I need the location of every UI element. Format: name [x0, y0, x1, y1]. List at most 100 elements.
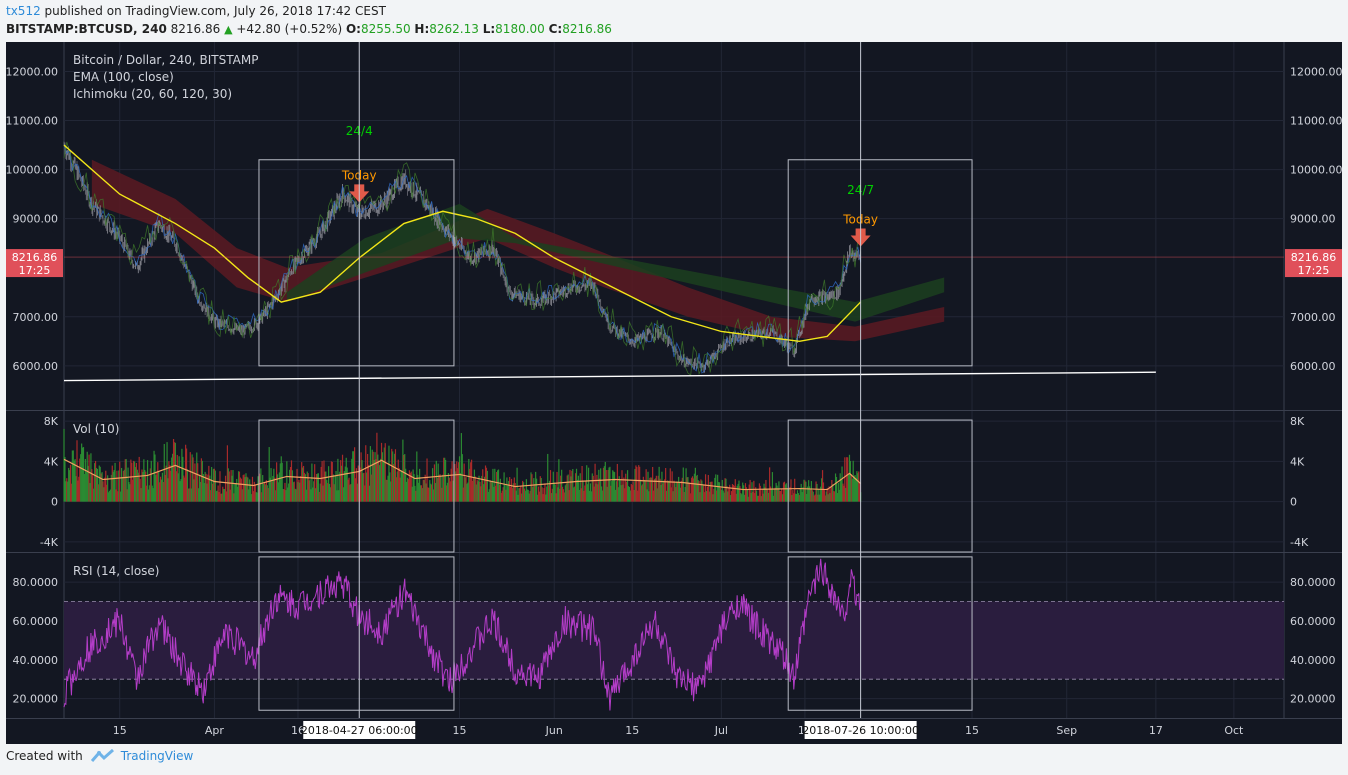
volume-bar: [143, 459, 145, 502]
volume-bar: [80, 454, 82, 502]
volume-bar: [485, 467, 488, 502]
volume-bar: [161, 472, 164, 502]
volume-bar: [447, 473, 449, 502]
volume-bar: [328, 483, 331, 502]
created-with-text: Created with: [6, 749, 83, 763]
volume-bar: [464, 477, 466, 502]
volume-bar: [535, 478, 538, 502]
volume-bar: [262, 475, 264, 502]
volume-bar: [197, 463, 199, 502]
volume-bar: [157, 462, 159, 502]
right-axis-tick-label: 0: [1290, 496, 1297, 509]
highlight-box-volume: [787, 419, 973, 553]
volume-bar: [267, 488, 269, 502]
volume-bar: [492, 468, 494, 502]
volume-bar: [568, 490, 570, 502]
volume-bar: [659, 478, 661, 502]
right-axis-tick-label: 11000.00: [1290, 115, 1342, 128]
volume-bar: [181, 448, 183, 502]
volume-bar: [497, 469, 500, 502]
volume-bar: [510, 478, 513, 502]
volume-bar: [735, 493, 737, 502]
volume-bar: [590, 491, 592, 502]
volume-bar: [289, 469, 291, 502]
volume-bar: [370, 474, 372, 502]
volume-bar: [628, 487, 631, 502]
volume-bar: [594, 463, 596, 502]
author-link[interactable]: tx512: [6, 4, 41, 18]
volume-bar: [616, 463, 618, 502]
volume-bar: [498, 484, 501, 502]
volume-bar: [154, 454, 156, 502]
volume-bar: [563, 492, 566, 502]
volume-bar: [359, 467, 361, 502]
volume-bar: [328, 466, 330, 502]
crosshair-time-box: [303, 721, 416, 739]
volume-bar: [556, 471, 558, 502]
volume-bar: [315, 488, 317, 502]
volume-bar: [511, 488, 514, 502]
volume-bar: [816, 483, 818, 502]
volume-bar: [84, 458, 86, 502]
volume-bar: [114, 462, 116, 502]
volume-bar: [626, 481, 628, 502]
volume-bar: [182, 456, 184, 502]
tradingview-link[interactable]: TradingView: [120, 749, 194, 763]
volume-bar: [834, 473, 837, 502]
volume-bar: [431, 484, 433, 502]
volume-bar: [704, 492, 706, 502]
volume-bar: [341, 465, 343, 502]
volume-bar: [163, 443, 165, 502]
volume-bar: [681, 477, 683, 502]
volume-bar: [723, 492, 725, 502]
volume-bar: [494, 468, 496, 502]
volume-bar: [322, 485, 324, 502]
volume-bar: [645, 469, 647, 502]
volume-bar: [786, 488, 788, 502]
volume-bar: [669, 468, 671, 502]
volume-bar: [356, 483, 358, 502]
volume-bar: [263, 483, 265, 502]
volume-bar: [613, 472, 616, 502]
rsi-band: [64, 601, 1284, 680]
volume-bar: [638, 465, 640, 502]
volume-bar: [212, 468, 215, 502]
volume-bar: [634, 468, 636, 502]
volume-bar: [784, 484, 787, 502]
volume-bar: [156, 471, 158, 502]
volume-bar: [812, 491, 814, 502]
volume-bar: [452, 480, 454, 502]
volume-bar: [415, 490, 417, 502]
volume-bar: [749, 479, 751, 502]
volume-bar: [426, 458, 428, 502]
volume-bar: [783, 481, 786, 502]
volume-bar: [195, 472, 197, 502]
time-tick-label: 15: [965, 724, 979, 737]
volume-bar: [731, 484, 734, 502]
volume-bar: [454, 463, 456, 502]
volume-bar: [545, 494, 547, 502]
volume-bar: [88, 454, 90, 502]
footer: Created with TradingView: [6, 749, 193, 763]
volume-bar: [548, 485, 550, 502]
volume-bar: [528, 493, 530, 502]
volume-bar: [848, 454, 851, 502]
volume-bar: [78, 476, 80, 502]
chart-canvas[interactable]: 15Apr1615Jun15Jul1615Sep17Oct12000.00120…: [6, 42, 1342, 744]
volume-bar: [103, 487, 105, 502]
volume-bar: [74, 459, 76, 502]
volume-bar: [400, 470, 402, 502]
volume-bar: [792, 490, 794, 502]
volume-bar: [368, 485, 371, 502]
volume-bar: [782, 482, 785, 502]
volume-bar: [123, 469, 125, 502]
left-axis-tick-label: 60.0000: [13, 615, 59, 628]
volume-bar: [596, 474, 598, 502]
volume-bar: [308, 480, 310, 502]
volume-bar: [278, 472, 281, 502]
volume-bar: [755, 487, 757, 502]
volume-bar: [551, 488, 553, 502]
volume-bar: [765, 479, 767, 502]
rsi-line: [63, 558, 862, 711]
volume-bar: [107, 492, 110, 502]
